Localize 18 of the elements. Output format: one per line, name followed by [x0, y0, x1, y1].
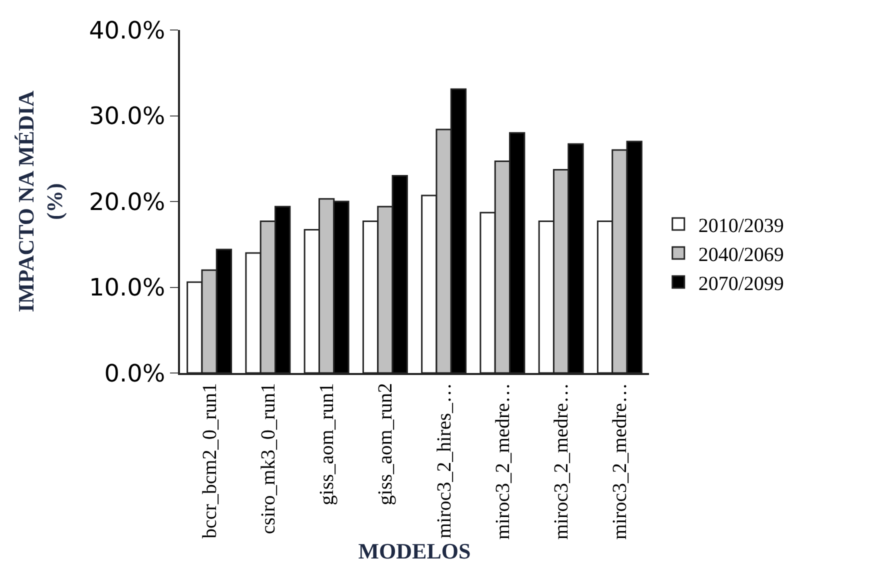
x-axis-title: MODELOS	[358, 538, 471, 564]
x-tick-label: miroc3_2_medre…	[609, 383, 632, 540]
x-tick-label: miroc3_2_medre…	[550, 383, 573, 540]
x-tick-label: giss_aom_run2	[374, 383, 397, 506]
x-tick-label: csiro_mk3_0_run1	[257, 383, 280, 534]
y-tick-label: 0.0%	[104, 359, 166, 388]
y-tick-label: 20.0%	[88, 188, 166, 216]
y-tick-label: 10.0%	[88, 274, 166, 302]
x-tick-label: giss_aom_run1	[316, 383, 338, 506]
x-tick-label: bccr_bcm2_0_run1	[198, 383, 221, 539]
x-tick-label: miroc3_2_hires_…	[433, 383, 456, 539]
legend-label: 2070/2099	[698, 272, 784, 295]
legend-label: 2040/2069	[698, 244, 784, 266]
x-tick-label: miroc3_2_medre…	[492, 383, 514, 540]
y-tick-label: 30.0%	[88, 102, 166, 130]
y-axis-title: IMPACTO NA MÉDIA (%)	[14, 90, 68, 312]
legend-label: 2010/2039	[698, 214, 784, 237]
y-tick-label: 40.0%	[88, 16, 166, 44]
